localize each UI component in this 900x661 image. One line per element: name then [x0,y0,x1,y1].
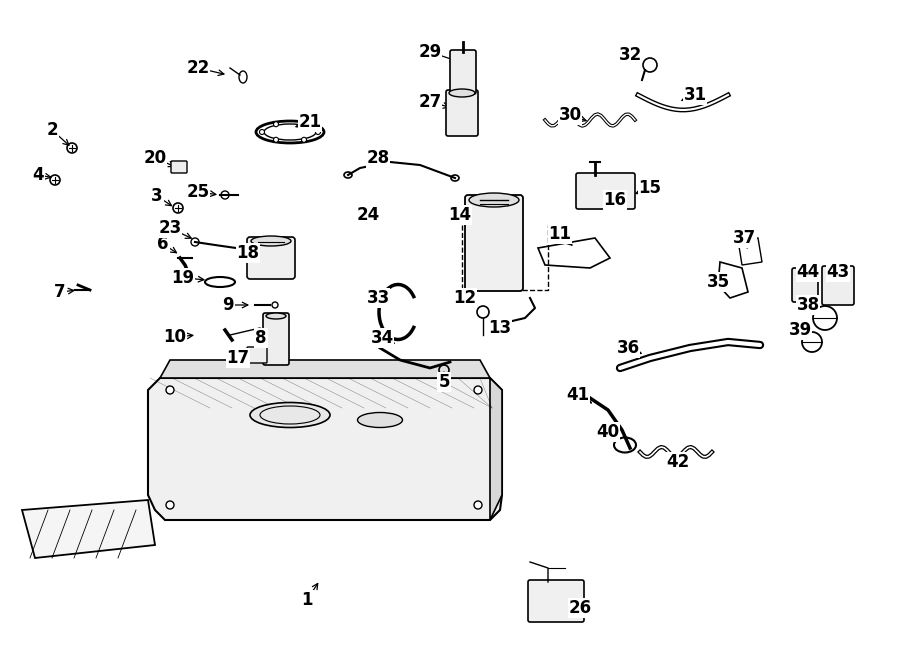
Text: 6: 6 [158,235,169,253]
Text: 15: 15 [638,179,662,197]
FancyBboxPatch shape [450,50,476,94]
Text: 3: 3 [151,187,163,205]
Text: 7: 7 [54,283,66,301]
Text: 14: 14 [448,206,472,224]
Text: 35: 35 [706,273,730,291]
Text: 1: 1 [302,591,313,609]
Text: 30: 30 [558,106,581,124]
Circle shape [474,386,482,394]
Ellipse shape [469,193,519,207]
Ellipse shape [357,412,402,428]
Text: 33: 33 [366,289,390,307]
Text: 20: 20 [143,149,166,167]
Text: 36: 36 [616,339,640,357]
Ellipse shape [266,313,286,319]
FancyBboxPatch shape [171,161,187,173]
Circle shape [274,137,278,142]
Text: 24: 24 [356,206,380,224]
Circle shape [166,501,174,509]
Text: 13: 13 [489,319,511,337]
Text: 27: 27 [418,93,442,111]
Circle shape [274,122,278,127]
FancyBboxPatch shape [247,237,295,279]
Circle shape [166,386,174,394]
Text: 43: 43 [826,263,850,281]
Text: 2: 2 [46,121,58,139]
FancyBboxPatch shape [263,313,289,365]
Text: 32: 32 [618,46,642,64]
Polygon shape [22,500,155,558]
FancyBboxPatch shape [822,266,854,305]
FancyBboxPatch shape [446,90,478,136]
Text: 28: 28 [366,149,390,167]
Text: 41: 41 [566,386,590,404]
Circle shape [302,122,307,127]
Text: 23: 23 [158,219,182,237]
FancyBboxPatch shape [576,173,635,209]
Circle shape [316,130,320,134]
Text: 18: 18 [237,244,259,262]
Text: 22: 22 [186,59,210,77]
Text: 8: 8 [256,329,266,347]
Text: 40: 40 [597,423,619,441]
Text: 25: 25 [186,183,210,201]
Text: 10: 10 [164,328,186,346]
Text: 21: 21 [299,113,321,131]
Ellipse shape [251,236,291,246]
Text: 17: 17 [227,349,249,367]
FancyBboxPatch shape [528,580,584,622]
Circle shape [474,501,482,509]
Circle shape [302,137,307,142]
Text: 26: 26 [569,599,591,617]
Text: 38: 38 [796,296,820,314]
Ellipse shape [449,89,475,97]
Polygon shape [160,360,490,378]
FancyBboxPatch shape [465,195,523,291]
FancyBboxPatch shape [247,347,267,363]
Polygon shape [490,378,502,520]
Circle shape [259,130,265,134]
Text: 29: 29 [418,43,442,61]
Text: 9: 9 [222,296,234,314]
Text: 5: 5 [438,373,450,391]
Text: 19: 19 [171,269,194,287]
Text: 44: 44 [796,263,820,281]
Ellipse shape [250,403,330,428]
Text: 37: 37 [734,229,757,247]
Text: 39: 39 [788,321,812,339]
Text: 4: 4 [32,166,44,184]
Text: 11: 11 [548,225,572,243]
Text: 34: 34 [371,329,393,347]
Text: 12: 12 [454,289,477,307]
Polygon shape [148,378,502,520]
Text: 31: 31 [683,86,706,104]
Text: 16: 16 [604,191,626,209]
FancyBboxPatch shape [792,268,818,302]
Text: 42: 42 [666,453,689,471]
